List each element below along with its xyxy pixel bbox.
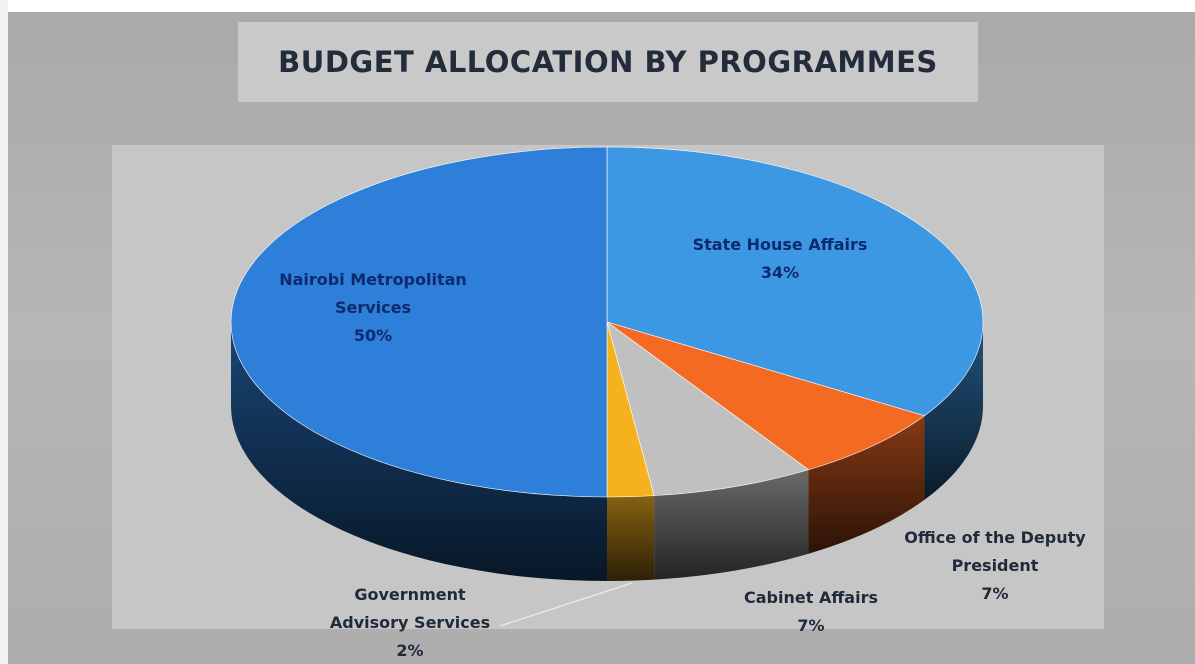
slide-left-edge (0, 0, 8, 664)
title-box: BUDGET ALLOCATION BY PROGRAMMES (238, 22, 978, 102)
pie-slice-0 (606, 146, 984, 417)
data-label-value: 7% (981, 584, 1008, 603)
data-label-2: Cabinet Affairs 7% (744, 588, 878, 635)
data-label-name-line: Services (335, 298, 411, 317)
data-label-value: 7% (797, 616, 824, 635)
data-label-name-line: Nairobi Metropolitan (279, 270, 467, 289)
pie-slice-4 (230, 146, 608, 498)
chart-title: BUDGET ALLOCATION BY PROGRAMMES (278, 45, 938, 79)
slide-top-edge (0, 0, 1195, 12)
pie-slice-1 (606, 321, 926, 471)
data-label-value: 34% (761, 263, 799, 282)
pie-sides (231, 322, 983, 581)
pie-side-2 (654, 469, 809, 580)
pie-side-4 (231, 322, 607, 581)
data-label-name-line: Government (354, 585, 466, 604)
data-label-3: Government Advisory Services 2% (330, 585, 490, 660)
leader-line-3 (499, 582, 633, 627)
data-label-1: Office of the Deputy President 7% (904, 528, 1086, 603)
pie-side-1 (808, 415, 925, 554)
data-label-value: 50% (354, 326, 392, 345)
data-label-value: 2% (396, 641, 423, 660)
data-label-name-line: State House Affairs (693, 235, 868, 254)
data-label-name-line: Cabinet Affairs (744, 588, 878, 607)
data-label-4: Nairobi Metropolitan Services 50% (279, 270, 467, 345)
pie-side-0 (924, 322, 983, 500)
pie-slices (230, 146, 984, 498)
data-label-name-line: Advisory Services (330, 613, 490, 632)
leader-lines (499, 582, 633, 627)
data-label-0: State House Affairs 34% (693, 235, 868, 282)
data-label-name-line: Office of the Deputy (904, 528, 1086, 547)
data-labels: State House Affairs 34% Office of the Depu… (279, 235, 1086, 660)
pie-side-3 (607, 495, 655, 581)
pie-slice-2 (606, 321, 810, 496)
data-label-name-line: President (952, 556, 1039, 575)
